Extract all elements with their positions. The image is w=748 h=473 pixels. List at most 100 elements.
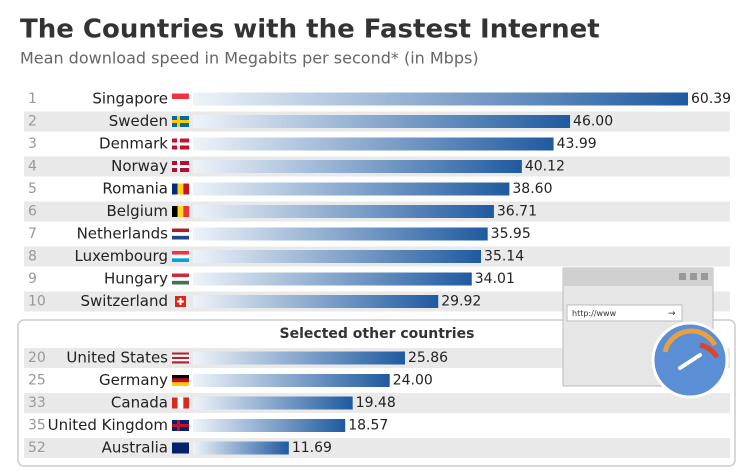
- bar: [193, 227, 488, 241]
- flag: [172, 277, 189, 281]
- bar: [193, 250, 482, 263]
- category-label: Switzerland: [81, 292, 169, 310]
- value-label: 19.48: [356, 395, 396, 411]
- section-box: [17, 319, 736, 467]
- flag: [183, 183, 189, 195]
- value-label: 29.92: [441, 294, 481, 310]
- flag: [172, 258, 189, 262]
- value-label: 43.99: [557, 136, 597, 152]
- flag: [183, 206, 189, 217]
- value-label: 18.57: [348, 418, 388, 434]
- flag: [172, 251, 189, 255]
- flag: [172, 120, 189, 123]
- flag: [172, 183, 178, 195]
- category-label: Norway: [111, 157, 168, 175]
- section-title: Selected other countries: [280, 326, 475, 342]
- bar: [193, 115, 571, 128]
- bar: [193, 441, 289, 455]
- value-label: 35.14: [484, 249, 524, 265]
- flag: [172, 424, 189, 427]
- value-label: 24.00: [393, 373, 433, 389]
- category-label: Sweden: [109, 112, 168, 130]
- rank-label: 9: [28, 271, 37, 287]
- chart-subtitle: Mean download speed in Megabits per seco…: [20, 49, 479, 68]
- browser-bar: [563, 268, 713, 286]
- flag: [172, 375, 189, 379]
- rank-label: 2: [28, 114, 37, 130]
- flag: [172, 382, 189, 386]
- browser-button: [701, 273, 708, 280]
- address-text: http://www: [572, 309, 617, 318]
- bar: [193, 160, 522, 173]
- flag: [172, 99, 189, 105]
- bar: [193, 419, 346, 432]
- category-label: Belgium: [107, 202, 169, 220]
- rank-label: 7: [28, 226, 37, 242]
- value-label: 34.01: [475, 271, 515, 287]
- value-label: 60.39: [691, 91, 731, 107]
- rank-label: 25: [28, 373, 46, 389]
- flag: [172, 273, 189, 278]
- flag: [172, 356, 189, 360]
- value-label: 35.95: [491, 226, 531, 242]
- browser-button: [679, 273, 686, 280]
- rows: 1 Singapore 60.39 2 Sweden 46.00 3 Denmark 43.99…: [24, 90, 731, 458]
- flag: [172, 228, 189, 233]
- category-label: Luxembourg: [75, 247, 169, 265]
- illustration: http://www →: [562, 267, 729, 399]
- flag: [177, 206, 184, 217]
- flag: [172, 359, 189, 362]
- category-label: United Kingdom: [48, 416, 168, 434]
- flag: [172, 378, 189, 383]
- flag: [177, 397, 184, 409]
- category-label: Hungary: [104, 270, 168, 288]
- rank-label: 20: [28, 350, 46, 366]
- flag: [172, 397, 178, 409]
- rank-label: 1: [28, 91, 37, 107]
- bar: [193, 272, 472, 286]
- flag: [172, 142, 189, 146]
- rank-label: 4: [28, 159, 37, 175]
- category-label: Australia: [102, 439, 168, 457]
- flag: [172, 165, 189, 168]
- category-label: Denmark: [99, 135, 168, 153]
- category-label: Singapore: [92, 90, 168, 108]
- browser-button: [690, 273, 697, 280]
- bar: [193, 351, 405, 365]
- flag: [177, 183, 184, 195]
- bar: [193, 374, 390, 387]
- flag: [172, 93, 189, 99]
- value-label: 25.86: [408, 350, 448, 366]
- flag: [172, 280, 189, 285]
- rank-label: 10: [28, 294, 46, 310]
- flag: [172, 235, 189, 240]
- value-label: 40.12: [525, 159, 565, 175]
- category-label: Netherlands: [77, 225, 169, 243]
- rank-label: 3: [28, 136, 37, 152]
- rank-label: 35: [28, 418, 46, 434]
- rank-label: 33: [28, 395, 46, 411]
- flag: [177, 300, 184, 303]
- flag: [172, 352, 189, 355]
- rank-label: 5: [28, 181, 37, 197]
- gauge-arc: [662, 328, 718, 353]
- category-label: Romania: [102, 180, 168, 198]
- bar: [193, 182, 510, 196]
- address-bar: [566, 304, 683, 322]
- gauge-arc-red: [699, 342, 720, 359]
- bar: [193, 396, 353, 410]
- gauge-needle: [678, 353, 702, 370]
- flag: [183, 397, 189, 409]
- flag: [172, 354, 189, 357]
- value-label: 46.00: [573, 114, 613, 130]
- category-label: Germany: [99, 371, 168, 389]
- value-label: 11.69: [292, 440, 332, 456]
- flag: [172, 206, 178, 217]
- rank-label: 8: [28, 249, 37, 265]
- chart-title: The Countries with the Fastest Internet: [20, 15, 600, 45]
- flag: [172, 442, 189, 454]
- go-arrow: →: [668, 309, 676, 319]
- flag: [172, 254, 189, 259]
